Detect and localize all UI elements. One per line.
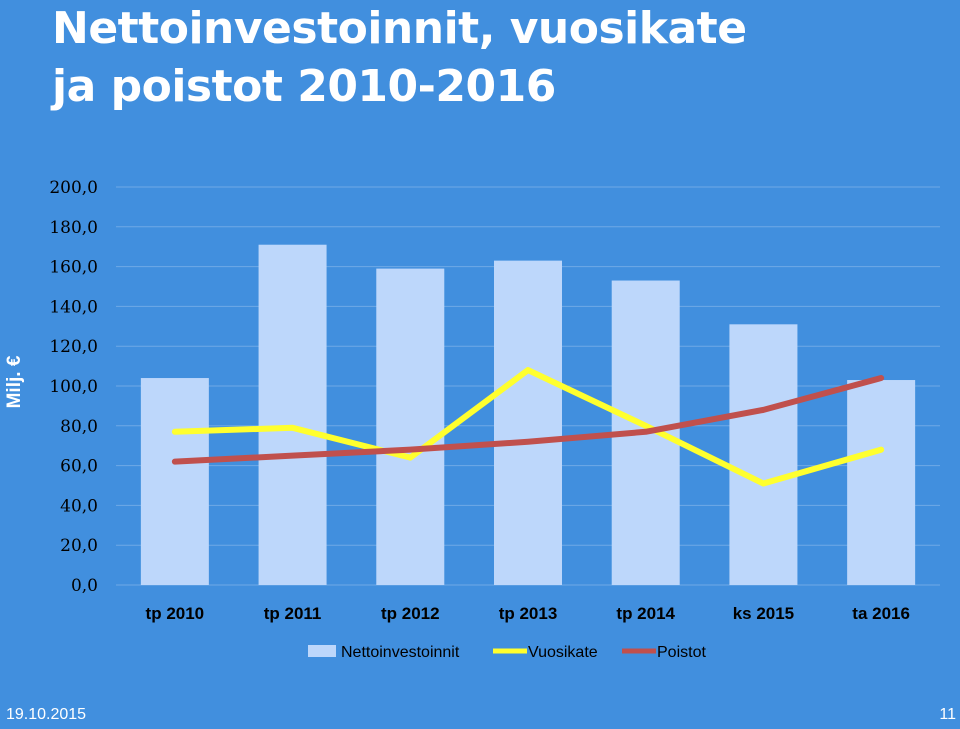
line-series — [171, 367, 885, 487]
bar-nettoinvestoinnit — [376, 268, 445, 585]
y-tick-label: 80,0 — [60, 417, 98, 437]
line-poistot — [171, 375, 885, 465]
legend-label: Nettoinvestoinnit — [341, 644, 460, 661]
slide-page-number: 11 — [939, 706, 956, 723]
bar-nettoinvestoinnit — [494, 260, 562, 585]
y-tick-label: 160,0 — [49, 258, 98, 278]
y-axis-label: Milj. € — [4, 355, 25, 408]
y-tick-label: 40,0 — [60, 496, 98, 516]
y-tick-label: 100,0 — [49, 377, 98, 397]
x-tick-label: tp 2013 — [499, 604, 558, 623]
chart-legend: Nettoinvestoinnit Vuosikate Poistot — [308, 644, 706, 661]
x-tick-label: ta 2016 — [852, 604, 910, 623]
x-tick-label: tp 2012 — [381, 604, 440, 623]
slide-title: Nettoinvestoinnit, vuosikate ja poistot … — [52, 0, 747, 116]
y-tick-label: 0,0 — [71, 576, 98, 596]
legend-label: Vuosikate — [528, 644, 598, 661]
slide-date: 19.10.2015 — [6, 706, 87, 723]
x-tick-label: ks 2015 — [733, 604, 794, 623]
x-tick-label: tp 2014 — [616, 604, 675, 623]
y-tick-label: 60,0 — [60, 457, 98, 477]
slide-title-line1: Nettoinvestoinnit, vuosikate — [52, 3, 747, 54]
bar-nettoinvestoinnit — [258, 244, 327, 585]
x-tick-label: tp 2011 — [264, 604, 322, 623]
bar-nettoinvestoinnit — [729, 324, 798, 585]
y-tick-label: 180,0 — [49, 218, 98, 238]
y-tick-label: 200,0 — [49, 178, 98, 198]
x-tick-label: tp 2010 — [146, 604, 205, 623]
y-tick-label: 140,0 — [49, 297, 98, 317]
slide-title-line2: ja poistot 2010-2016 — [52, 61, 556, 112]
bar-nettoinvestoinnit — [140, 378, 209, 585]
bar-nettoinvestoinnit — [847, 380, 916, 585]
legend-swatch-bar — [308, 645, 336, 657]
x-axis-ticks: tp 2010 tp 2011 tp 2012 tp 2013 tp 2014 ks 20… — [146, 604, 910, 623]
y-axis-ticks: 0,0 20,0 40,0 60,0 80,0 100,0 120,0 140,0 160,0 1… — [49, 178, 98, 596]
y-tick-label: 20,0 — [60, 536, 98, 556]
bar-series — [140, 244, 916, 585]
y-tick-label: 120,0 — [49, 337, 98, 357]
legend-label: Poistot — [657, 644, 706, 661]
line-vuosikate — [171, 367, 885, 487]
